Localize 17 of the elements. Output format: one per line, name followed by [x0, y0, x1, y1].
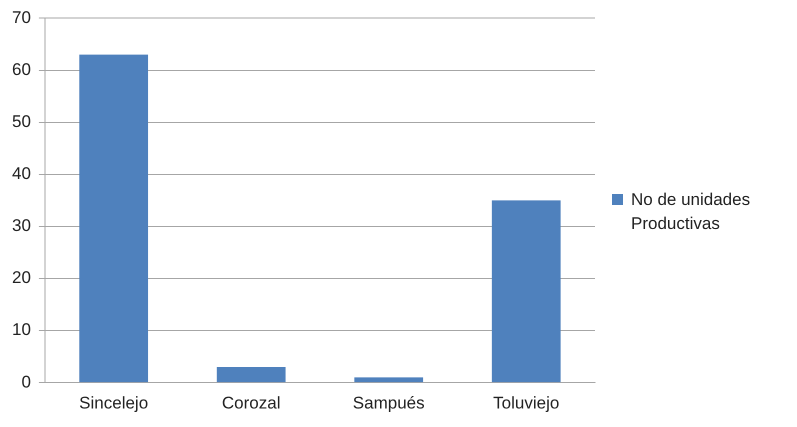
- y-tick-label: 50: [12, 112, 31, 131]
- y-tick-label: 20: [12, 268, 31, 288]
- y-tick-label: 60: [12, 60, 31, 79]
- y-tick-label: 40: [12, 164, 31, 184]
- y-tick-label: 0: [21, 372, 31, 392]
- bar: [216, 366, 286, 382]
- x-tick-label: Corozal: [222, 393, 280, 412]
- legend-label: No de unidades Productivas: [631, 189, 752, 235]
- y-tick-label: 10: [12, 320, 31, 340]
- y-tick-label: 70: [12, 8, 31, 27]
- bar: [492, 200, 561, 382]
- bar: [354, 377, 424, 382]
- y-tick-label: 30: [12, 216, 31, 236]
- x-tick-label: Sincelejo: [79, 393, 148, 412]
- x-tick-label: Toluviejo: [493, 393, 560, 412]
- bar: [79, 54, 148, 382]
- x-tick-label: Sampués: [352, 393, 425, 412]
